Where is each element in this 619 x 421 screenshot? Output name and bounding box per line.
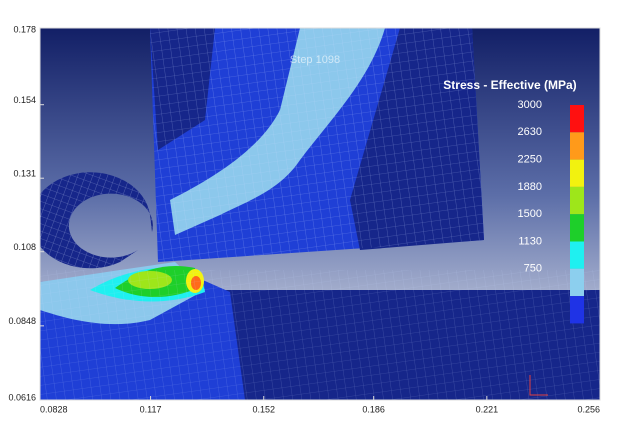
- legend-title: Stress - Effective (MPa): [443, 78, 576, 92]
- legend-level: 3000: [518, 99, 542, 111]
- legend-level: 1130: [518, 235, 542, 247]
- x-tick-label: 0.117: [140, 404, 162, 414]
- workpiece-mesh: [40, 270, 600, 400]
- legend-level: 2250: [518, 154, 542, 166]
- y-tick-label: 0.108: [13, 242, 36, 252]
- y-tick-label: 0.131: [13, 169, 36, 179]
- x-tick-label: 0.256: [577, 404, 600, 414]
- legend-swatch: [570, 296, 584, 323]
- legend-swatch: [570, 187, 584, 214]
- x-tick-label: 0.152: [252, 404, 275, 414]
- viewport: Step 1098 Stress - Effective (MPa) 0.082…: [0, 0, 619, 421]
- x-tick-label: 0.0828: [40, 404, 68, 414]
- legend-swatch: [570, 105, 584, 132]
- legend-level: 750: [524, 263, 542, 275]
- legend-level: 1500: [518, 208, 542, 220]
- step-label: Step 1098: [290, 54, 340, 66]
- y-tick-label: 0.154: [13, 95, 36, 105]
- legend-swatch: [570, 269, 584, 296]
- x-tick-label: 0.221: [476, 404, 499, 414]
- legend-level: 2630: [518, 126, 542, 138]
- legend-swatch: [570, 242, 584, 269]
- legend-swatch: [570, 132, 584, 159]
- y-tick-label: 0.0616: [8, 392, 36, 402]
- x-tick-label: 0.186: [362, 404, 385, 414]
- legend-swatch: [570, 160, 584, 187]
- legend-swatch: [570, 214, 584, 241]
- legend-level: 1880: [518, 181, 542, 193]
- y-tick-label: 0.0848: [8, 316, 36, 326]
- y-tick-label: 0.178: [13, 24, 36, 34]
